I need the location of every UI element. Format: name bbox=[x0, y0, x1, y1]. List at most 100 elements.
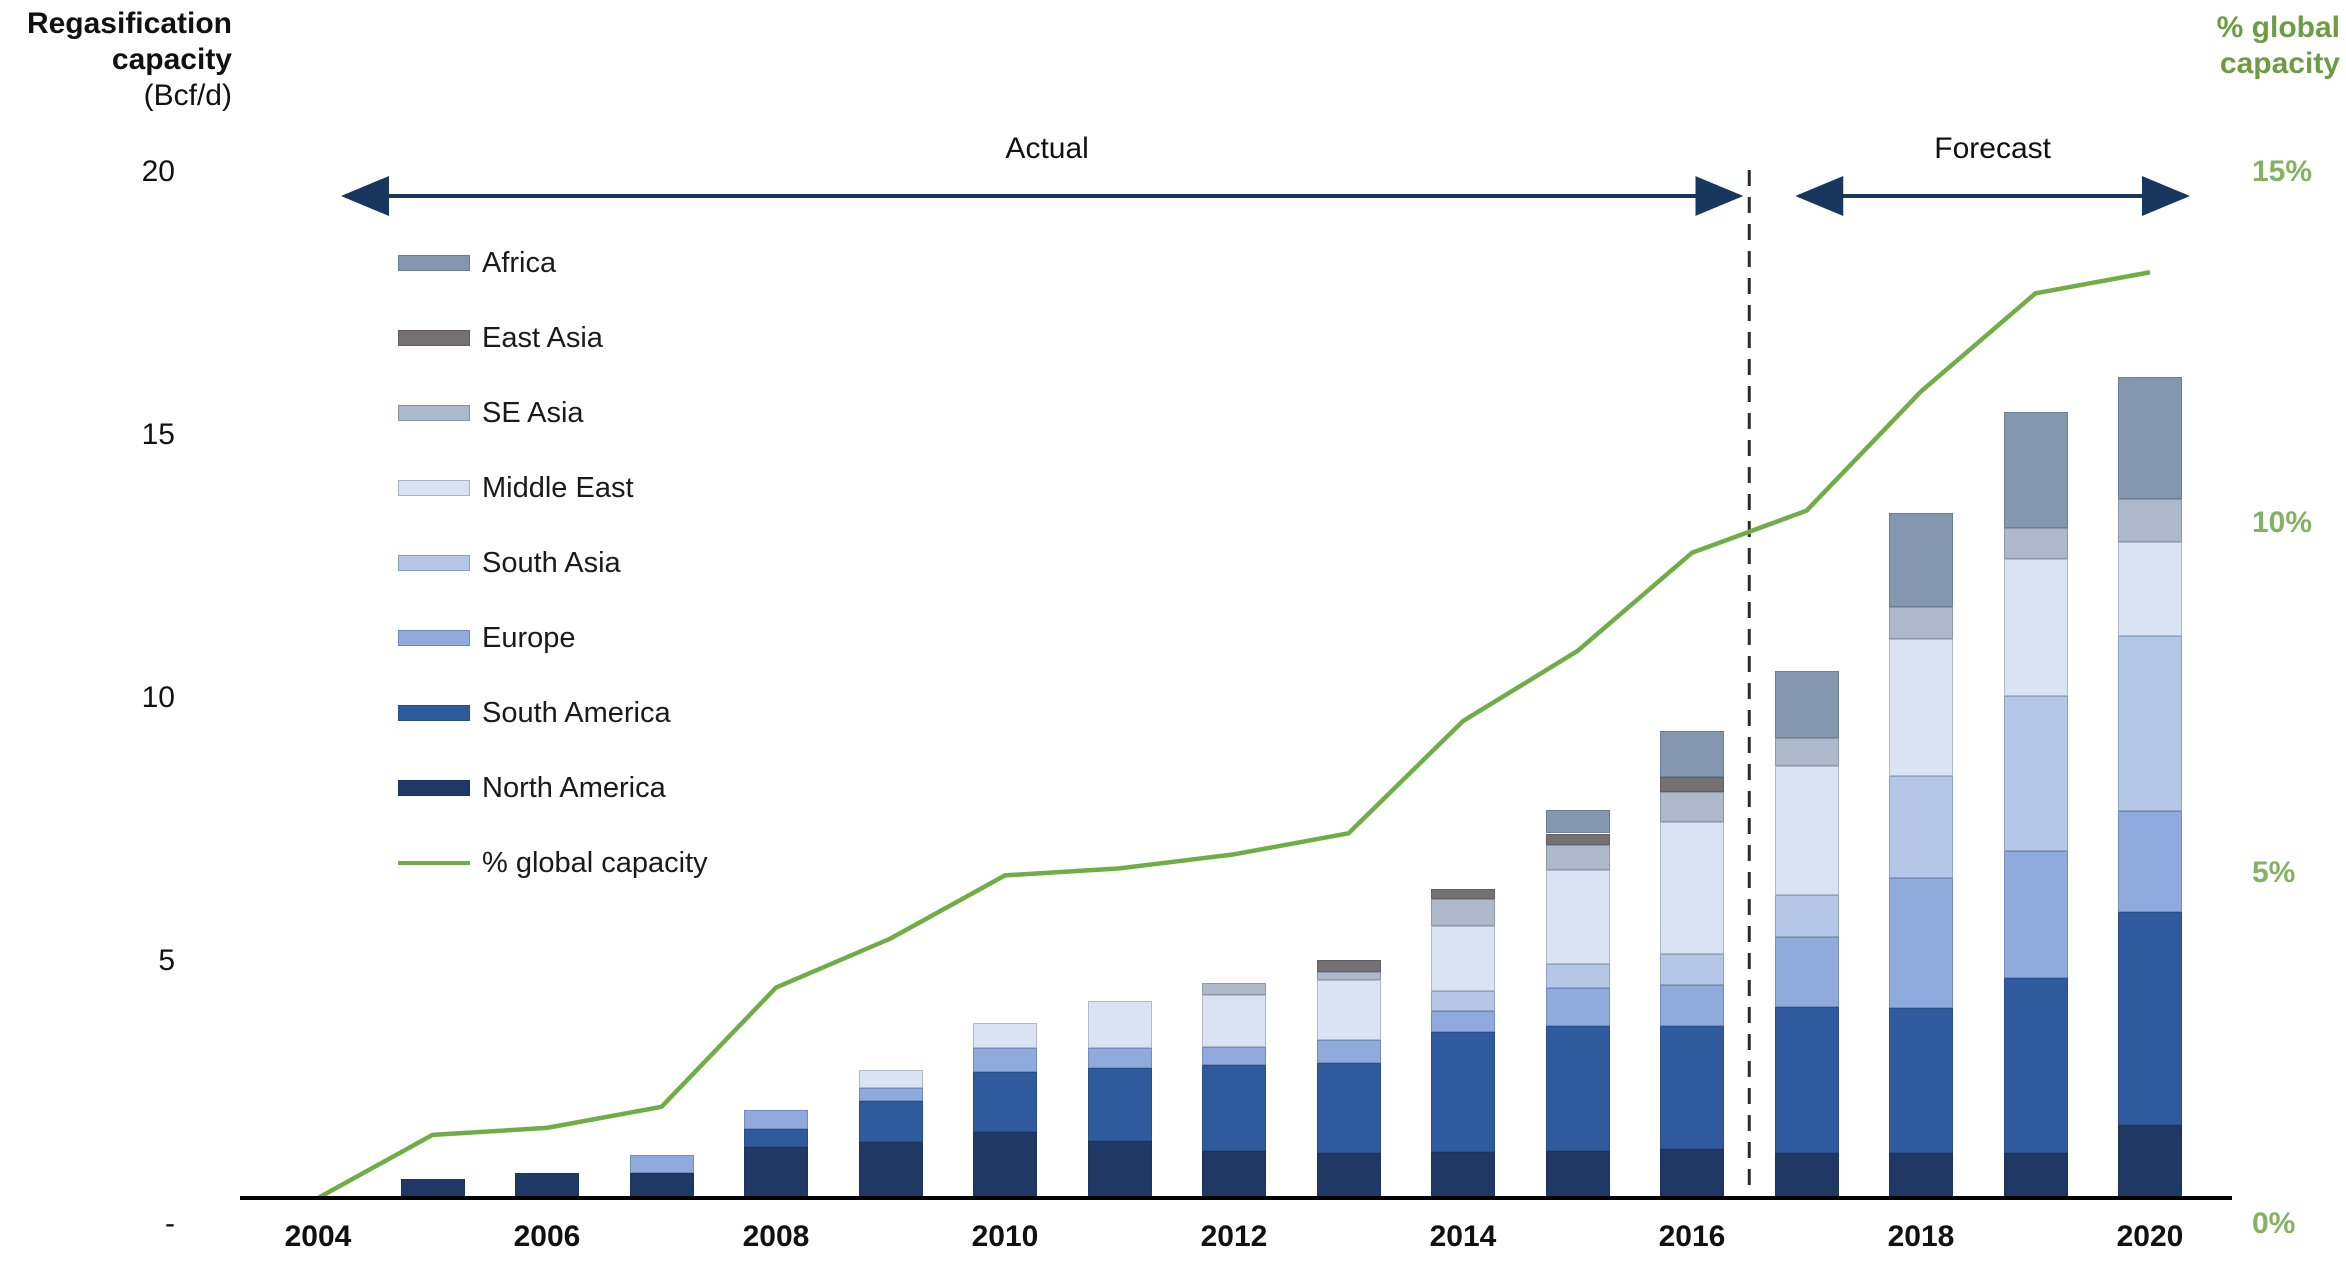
bar-segment-north-america-2009 bbox=[858, 1142, 923, 1198]
bar-segment-middle-east-2012 bbox=[1202, 994, 1266, 1047]
forecast-range-label: Forecast bbox=[1934, 132, 2051, 165]
bar-segment-north-america-2013 bbox=[1316, 1153, 1381, 1198]
bar-segment-south-america-2011 bbox=[1087, 1068, 1152, 1142]
bar-segment-se-asia-2015 bbox=[1545, 845, 1610, 870]
x-axis-tick-2004: 2004 bbox=[284, 1220, 352, 1253]
bar-segment-north-america-2014 bbox=[1431, 1152, 1495, 1198]
legend-item-se-asia: SE Asia bbox=[398, 397, 584, 429]
bar-segment-se-asia-2016 bbox=[1660, 792, 1724, 823]
bar-segment-middle-east-2019 bbox=[2003, 559, 2068, 697]
legend-item-europe: Europe bbox=[398, 621, 576, 654]
bar-segment-se-asia-2017 bbox=[1774, 738, 1839, 767]
legend-item-middle-east: Middle East bbox=[398, 471, 634, 504]
left-axis-title-line2: capacity bbox=[111, 43, 232, 76]
bar-segment-south-america-2013 bbox=[1316, 1063, 1381, 1154]
bar-segment-europe-2009 bbox=[858, 1087, 923, 1101]
bar-segment-africa-2018 bbox=[1889, 512, 1953, 608]
right-axis-title: % global capacity bbox=[2120, 10, 2340, 82]
x-axis-tick-2018: 2018 bbox=[1887, 1220, 1955, 1253]
bar-segment-south-america-2008 bbox=[744, 1128, 808, 1147]
bar-segment-east-asia-2015 bbox=[1545, 833, 1610, 846]
bar-segment-middle-east-2014 bbox=[1431, 925, 1495, 992]
bar-segment-south-america-2017 bbox=[1774, 1006, 1839, 1154]
bar-segment-north-america-2011 bbox=[1087, 1141, 1152, 1198]
bar-segment-middle-east-2011 bbox=[1087, 1001, 1152, 1049]
bar-segment-south-asia-2018 bbox=[1889, 775, 1953, 878]
bar-segment-east-asia-2016 bbox=[1660, 777, 1724, 793]
right-axis-title-line2: capacity bbox=[2219, 47, 2340, 80]
legend-item-east-asia: East Asia bbox=[398, 322, 603, 354]
bar-segment-north-america-2007 bbox=[629, 1173, 694, 1198]
bar-segment-europe-2015 bbox=[1545, 987, 1610, 1026]
bar-segment-north-america-2016 bbox=[1660, 1149, 1724, 1198]
bar-segment-east-asia-2014 bbox=[1431, 889, 1495, 900]
legend-label: Africa bbox=[482, 246, 557, 279]
x-axis-baseline bbox=[240, 1196, 2232, 1200]
bar-segment-middle-east-2020 bbox=[2118, 541, 2182, 637]
bar-segment-europe-2016 bbox=[1660, 984, 1724, 1026]
bar-segment-europe-2019 bbox=[2003, 850, 2068, 978]
bar-segment-south-america-2009 bbox=[858, 1100, 923, 1143]
x-axis-tick-2006: 2006 bbox=[513, 1220, 581, 1253]
bar-segment-north-america-2010 bbox=[973, 1132, 1037, 1198]
bar-segment-middle-east-2015 bbox=[1545, 869, 1610, 965]
bar-segment-north-america-2012 bbox=[1202, 1151, 1266, 1198]
bar-segment-africa-2017 bbox=[1774, 671, 1839, 739]
legend-item-south-america: South America bbox=[398, 696, 671, 729]
x-axis-tick-2010: 2010 bbox=[971, 1220, 1039, 1253]
bar-segment-middle-east-2018 bbox=[1889, 638, 1953, 776]
legend-swatch-icon bbox=[398, 405, 470, 421]
x-axis-tick-2012: 2012 bbox=[1200, 1220, 1268, 1253]
legend-swatch-icon bbox=[398, 630, 470, 646]
bar-segment-south-asia-2015 bbox=[1545, 964, 1610, 988]
legend-swatch-icon bbox=[398, 555, 470, 571]
legend-swatch-icon bbox=[398, 480, 470, 496]
legend-label: Europe bbox=[482, 621, 576, 654]
bar-segment-south-america-2014 bbox=[1431, 1032, 1495, 1153]
legend-label: South America bbox=[482, 696, 671, 729]
bar-segment-europe-2010 bbox=[973, 1048, 1037, 1072]
bar-segment-se-asia-2012 bbox=[1202, 983, 1266, 995]
right-axis-tick-10%: 10% bbox=[2252, 505, 2313, 539]
right-axis-tick-15%: 15% bbox=[2252, 155, 2313, 188]
left-axis-title-line1: Regasification bbox=[26, 7, 232, 40]
left-axis-tick-15: 15 bbox=[141, 418, 175, 451]
bar-segment-south-america-2018 bbox=[1889, 1007, 1953, 1154]
left-axis-unit: (Bcf/d) bbox=[143, 79, 232, 112]
left-axis-title: Regasification capacity (Bcf/d) bbox=[0, 6, 232, 114]
bar-segment-east-asia-2013 bbox=[1316, 960, 1381, 973]
legend-item-north-america: North America bbox=[398, 772, 666, 804]
global-capacity-line bbox=[316, 270, 2151, 1200]
bar-segment-north-america-2005 bbox=[400, 1179, 465, 1198]
right-axis-title-line1: % global bbox=[2216, 11, 2340, 44]
bar-segment-north-america-2015 bbox=[1545, 1150, 1610, 1198]
bar-segment-europe-2020 bbox=[2118, 810, 2182, 913]
bar-segment-europe-2012 bbox=[1202, 1046, 1266, 1065]
bar-segment-se-asia-2018 bbox=[1889, 607, 1953, 639]
bar-segment-europe-2013 bbox=[1316, 1040, 1381, 1064]
bar-segment-africa-2016 bbox=[1660, 730, 1724, 778]
bar-segment-middle-east-2016 bbox=[1660, 822, 1724, 954]
bar-segment-south-asia-2016 bbox=[1660, 953, 1724, 985]
legend-swatch-icon bbox=[398, 255, 470, 271]
left-axis-tick-20: 20 bbox=[141, 155, 175, 188]
bar-segment-africa-2015 bbox=[1545, 810, 1610, 834]
bar-segment-north-america-2008 bbox=[744, 1146, 808, 1198]
bar-segment-south-america-2010 bbox=[973, 1071, 1037, 1133]
actual-range-label: Actual bbox=[1005, 132, 1089, 165]
bar-segment-europe-2011 bbox=[1087, 1048, 1152, 1069]
legend-line-swatch-icon bbox=[398, 861, 470, 865]
bar-segment-middle-east-2010 bbox=[973, 1023, 1037, 1049]
x-axis-tick-2008: 2008 bbox=[742, 1220, 810, 1253]
bar-segment-south-asia-2020 bbox=[2118, 636, 2182, 811]
legend-item-africa: Africa bbox=[398, 246, 557, 279]
bar-segment-europe-2007 bbox=[629, 1154, 694, 1174]
bar-segment-south-asia-2017 bbox=[1774, 895, 1839, 937]
bar-segment-north-america-2019 bbox=[2003, 1153, 2068, 1198]
legend-item-south-asia: South Asia bbox=[398, 547, 621, 579]
bar-segment-se-asia-2019 bbox=[2003, 527, 2068, 560]
bar-segment-south-america-2016 bbox=[1660, 1026, 1724, 1150]
legend-label: Middle East bbox=[482, 471, 634, 504]
